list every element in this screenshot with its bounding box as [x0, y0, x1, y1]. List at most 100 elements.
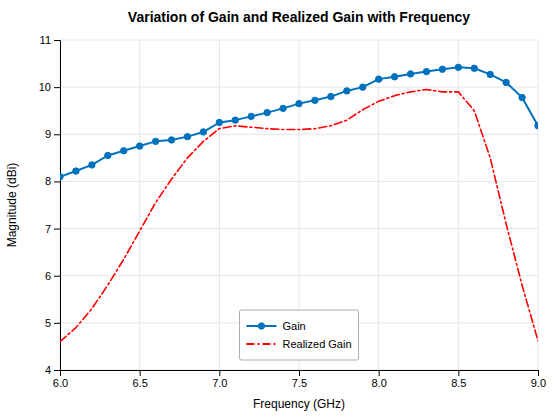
series-0	[60, 64, 538, 180]
legend-label: Gain	[282, 320, 305, 332]
legend-label: Realized Gain	[282, 338, 351, 350]
series-marker	[312, 97, 318, 103]
x-tick-label: 6.5	[133, 377, 148, 389]
y-tick: 6	[45, 270, 60, 282]
x-tick-label: 7.0	[212, 377, 227, 389]
series-marker	[73, 168, 79, 174]
series-marker	[407, 71, 413, 77]
x-axis-title: Frequency (GHz)	[253, 397, 345, 411]
legend: Gain Realized Gain	[239, 310, 358, 360]
legend-item: Gain	[246, 320, 305, 332]
y-axis-line	[54, 41, 61, 371]
legend-swatch	[246, 343, 276, 345]
x-tick: 7.5	[292, 370, 307, 389]
y-axis: 4 5 6 7 8 9 10 11	[39, 34, 61, 376]
y-tick-label: 8	[45, 175, 51, 187]
grid-line-x	[219, 40, 220, 370]
grid-line-y	[60, 228, 538, 229]
series-marker	[168, 137, 174, 143]
series-marker	[391, 74, 397, 80]
x-tick-mark	[219, 370, 220, 376]
y-tick-label: 6	[45, 270, 51, 282]
y-tick-mark	[54, 134, 60, 135]
x-axis-line	[61, 371, 539, 377]
y-tick: 4	[45, 364, 60, 376]
series-marker	[487, 71, 493, 77]
y-tick: 9	[45, 128, 60, 140]
grid-line-y	[60, 275, 538, 276]
series-marker	[439, 66, 445, 72]
series-marker	[328, 93, 334, 99]
x-axis: 6.0 6.5 7.0 7.5 8.0 8.5 9.0	[53, 370, 546, 389]
series-marker	[232, 117, 238, 123]
y-tick-label: 10	[39, 81, 51, 93]
series-marker	[503, 79, 509, 85]
series-marker	[264, 109, 270, 115]
y-tick-mark	[54, 40, 60, 41]
series-marker	[121, 148, 127, 154]
series-1	[60, 90, 538, 342]
y-tick-mark	[54, 323, 60, 324]
x-tick-mark	[538, 370, 539, 376]
x-tick: 9.0	[531, 370, 546, 389]
x-tick-mark	[140, 370, 141, 376]
series-marker	[152, 138, 158, 144]
y-tick-label: 4	[45, 364, 51, 376]
series-marker	[535, 123, 538, 129]
y-tick: 5	[45, 317, 60, 329]
grid-line-x	[458, 40, 459, 370]
y-tick-mark	[54, 181, 60, 182]
grid-line-y	[60, 87, 538, 88]
series-marker	[471, 65, 477, 71]
series-marker	[248, 113, 254, 119]
grid-line-x	[538, 40, 539, 370]
y-tick: 8	[45, 175, 60, 187]
x-tick-label: 8.0	[372, 377, 387, 389]
y-tick-mark	[54, 87, 60, 88]
series-marker	[184, 133, 190, 139]
y-tick: 7	[45, 223, 60, 235]
x-tick-mark	[299, 370, 300, 376]
x-tick: 8.0	[372, 370, 387, 389]
chart-svg: 6.0 6.5 7.0 7.5 8.0 8.5 9.0 4 5 6 7 8 9 10 11 Gain Reali…	[0, 0, 560, 420]
grid-line-y	[60, 40, 538, 41]
legend-item: Realized Gain	[246, 338, 351, 350]
series-marker	[375, 76, 381, 82]
series-marker	[296, 100, 302, 106]
x-tick: 6.0	[53, 370, 68, 389]
series-marker	[60, 174, 63, 180]
legend-marker	[258, 323, 264, 329]
y-tick-label: 5	[45, 317, 51, 329]
series-marker	[344, 88, 350, 94]
series-marker	[280, 105, 286, 111]
grid	[60, 40, 538, 370]
y-tick-mark	[54, 229, 60, 230]
y-tick-label: 9	[45, 128, 51, 140]
x-tick: 8.5	[451, 370, 466, 389]
chart-container: 6.0 6.5 7.0 7.5 8.0 8.5 9.0 4 5 6 7 8 9 10 11 Gain Reali…	[0, 0, 560, 420]
x-tick-label: 8.5	[451, 377, 466, 389]
y-tick: 10	[39, 81, 60, 93]
x-tick: 6.5	[133, 370, 148, 389]
marks	[60, 64, 538, 342]
x-tick-mark	[458, 370, 459, 376]
chart-title: Variation of Gain and Realized Gain with…	[128, 9, 471, 25]
y-tick-mark	[54, 370, 60, 371]
x-tick-mark	[379, 370, 380, 376]
x-tick-label: 9.0	[531, 377, 546, 389]
series-marker	[423, 68, 429, 74]
series-marker	[455, 64, 461, 70]
grid-line-x	[378, 40, 379, 370]
legend-frame	[239, 310, 358, 360]
plot-area: 6.0 6.5 7.0 7.5 8.0 8.5 9.0 4 5 6 7 8 9 10 11 Gain Reali…	[39, 34, 546, 389]
series-marker	[136, 143, 142, 149]
grid-line-y	[60, 134, 538, 135]
series-line	[60, 90, 538, 342]
x-tick-label: 7.5	[292, 377, 307, 389]
x-tick-label: 6.0	[53, 377, 68, 389]
series-marker	[360, 84, 366, 90]
y-tick-label: 11	[40, 34, 51, 46]
grid-line-y	[60, 181, 538, 182]
y-axis-title: Magnitude (dBi)	[5, 163, 19, 248]
y-tick: 11	[40, 34, 60, 46]
